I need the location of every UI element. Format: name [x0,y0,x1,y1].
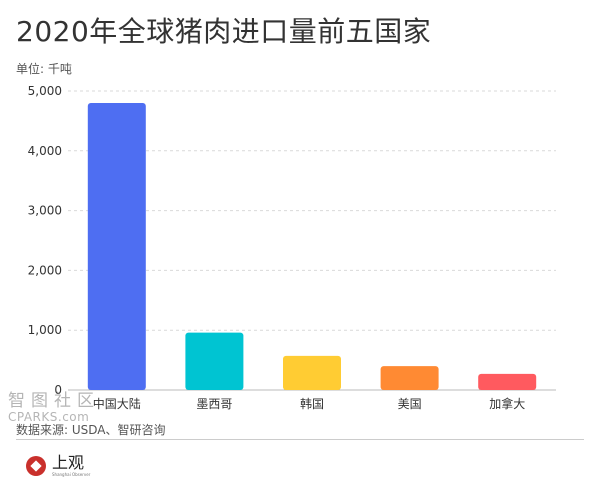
watermark: 智图社区 CPARKS.com [8,392,100,424]
bar [380,366,439,390]
bar [478,373,537,390]
x-tick-label: 中国大陆 [93,396,141,411]
x-tick-label: 韩国 [300,396,324,411]
y-tick-label: 4,000 [28,144,62,158]
chart-title: 2020年全球猪肉进口量前五国家 [16,15,432,48]
x-tick-label: 加拿大 [489,396,525,411]
y-tick-label: 2,000 [28,263,62,277]
watermark-url: CPARKS.com [8,409,90,424]
x-tick-label: 墨西哥 [196,397,232,411]
watermark-text: 智图社区 [8,391,100,411]
logo-text: 上观 Shanghai Observer [52,455,90,477]
unit-label: 单位: 千吨 [16,62,72,76]
category-label-layer: 中国大陆 墨西哥 韩国 美国 加拿大 [93,396,525,411]
y-tick-label: 1,000 [28,323,62,337]
bar-layer [87,102,537,391]
footer-divider [16,439,584,440]
data-source: 数据来源: USDA、智研咨询 [16,423,166,437]
bar [185,332,244,390]
y-tick-label: 3,000 [28,204,62,218]
bar [87,102,146,391]
logo-subtitle: Shanghai Observer [52,472,91,477]
y-tick-label: 0 [54,383,62,397]
logo-name: 上观 [52,453,85,472]
bar [283,355,341,390]
publisher-logo: 上观 Shanghai Observer [26,455,90,477]
x-tick-label: 美国 [398,397,422,411]
logo-icon [26,456,46,476]
bar-chart: 0 1,000 2,000 3,000 4,000 5,000 中国大陆 墨西哥 韩国 美国 加拿… [28,84,556,411]
y-tick-label: 5,000 [28,84,62,98]
